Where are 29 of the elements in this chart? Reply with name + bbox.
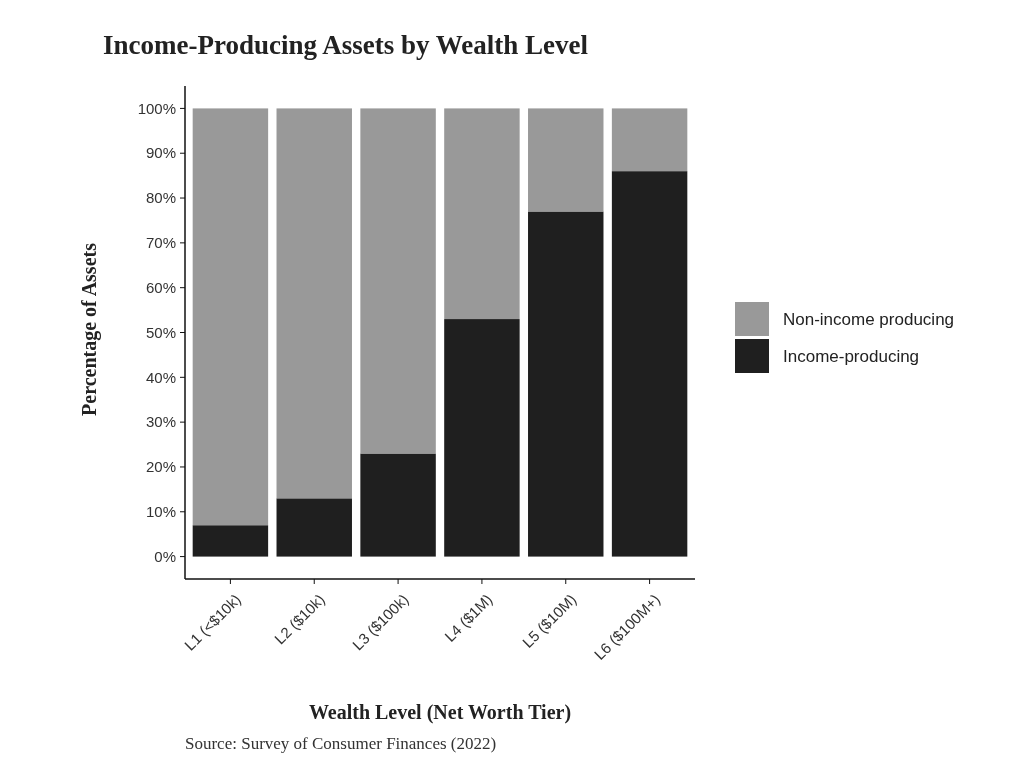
y-axis-title: Percentage of Assets (78, 242, 101, 416)
y-tick-label: 30% (145, 413, 176, 431)
y-tick-label: 40% (145, 368, 176, 386)
y-tick-label: 80% (145, 189, 176, 207)
y-tick-label: 90% (145, 144, 176, 162)
bar (192, 108, 269, 526)
bar (276, 498, 352, 557)
bar (444, 319, 520, 557)
chart-title: Income-Producing Assets by Wealth Level (103, 30, 589, 60)
bar (192, 525, 269, 557)
bar (444, 108, 520, 320)
y-tick-label: 60% (145, 278, 176, 296)
y-tick-label: 50% (145, 323, 176, 341)
bar (528, 108, 604, 212)
source-note: Source: Survey of Consumer Finances (2022) (185, 734, 497, 753)
legend-label: Income-producing (783, 346, 920, 366)
bar (611, 108, 688, 172)
bar (360, 108, 436, 454)
y-tick-label: 20% (145, 458, 176, 476)
x-axis-title: Wealth Level (Net Worth Tier) (308, 701, 572, 724)
bar (360, 453, 436, 557)
y-tick-label: 70% (145, 234, 176, 252)
y-tick-label: 100% (137, 99, 176, 117)
legend-label: Non-income producing (783, 309, 955, 329)
bar (276, 108, 352, 499)
y-tick-label: 10% (145, 503, 176, 521)
bar (611, 171, 688, 557)
y-tick-label: 0% (154, 547, 176, 565)
bar (528, 211, 604, 557)
